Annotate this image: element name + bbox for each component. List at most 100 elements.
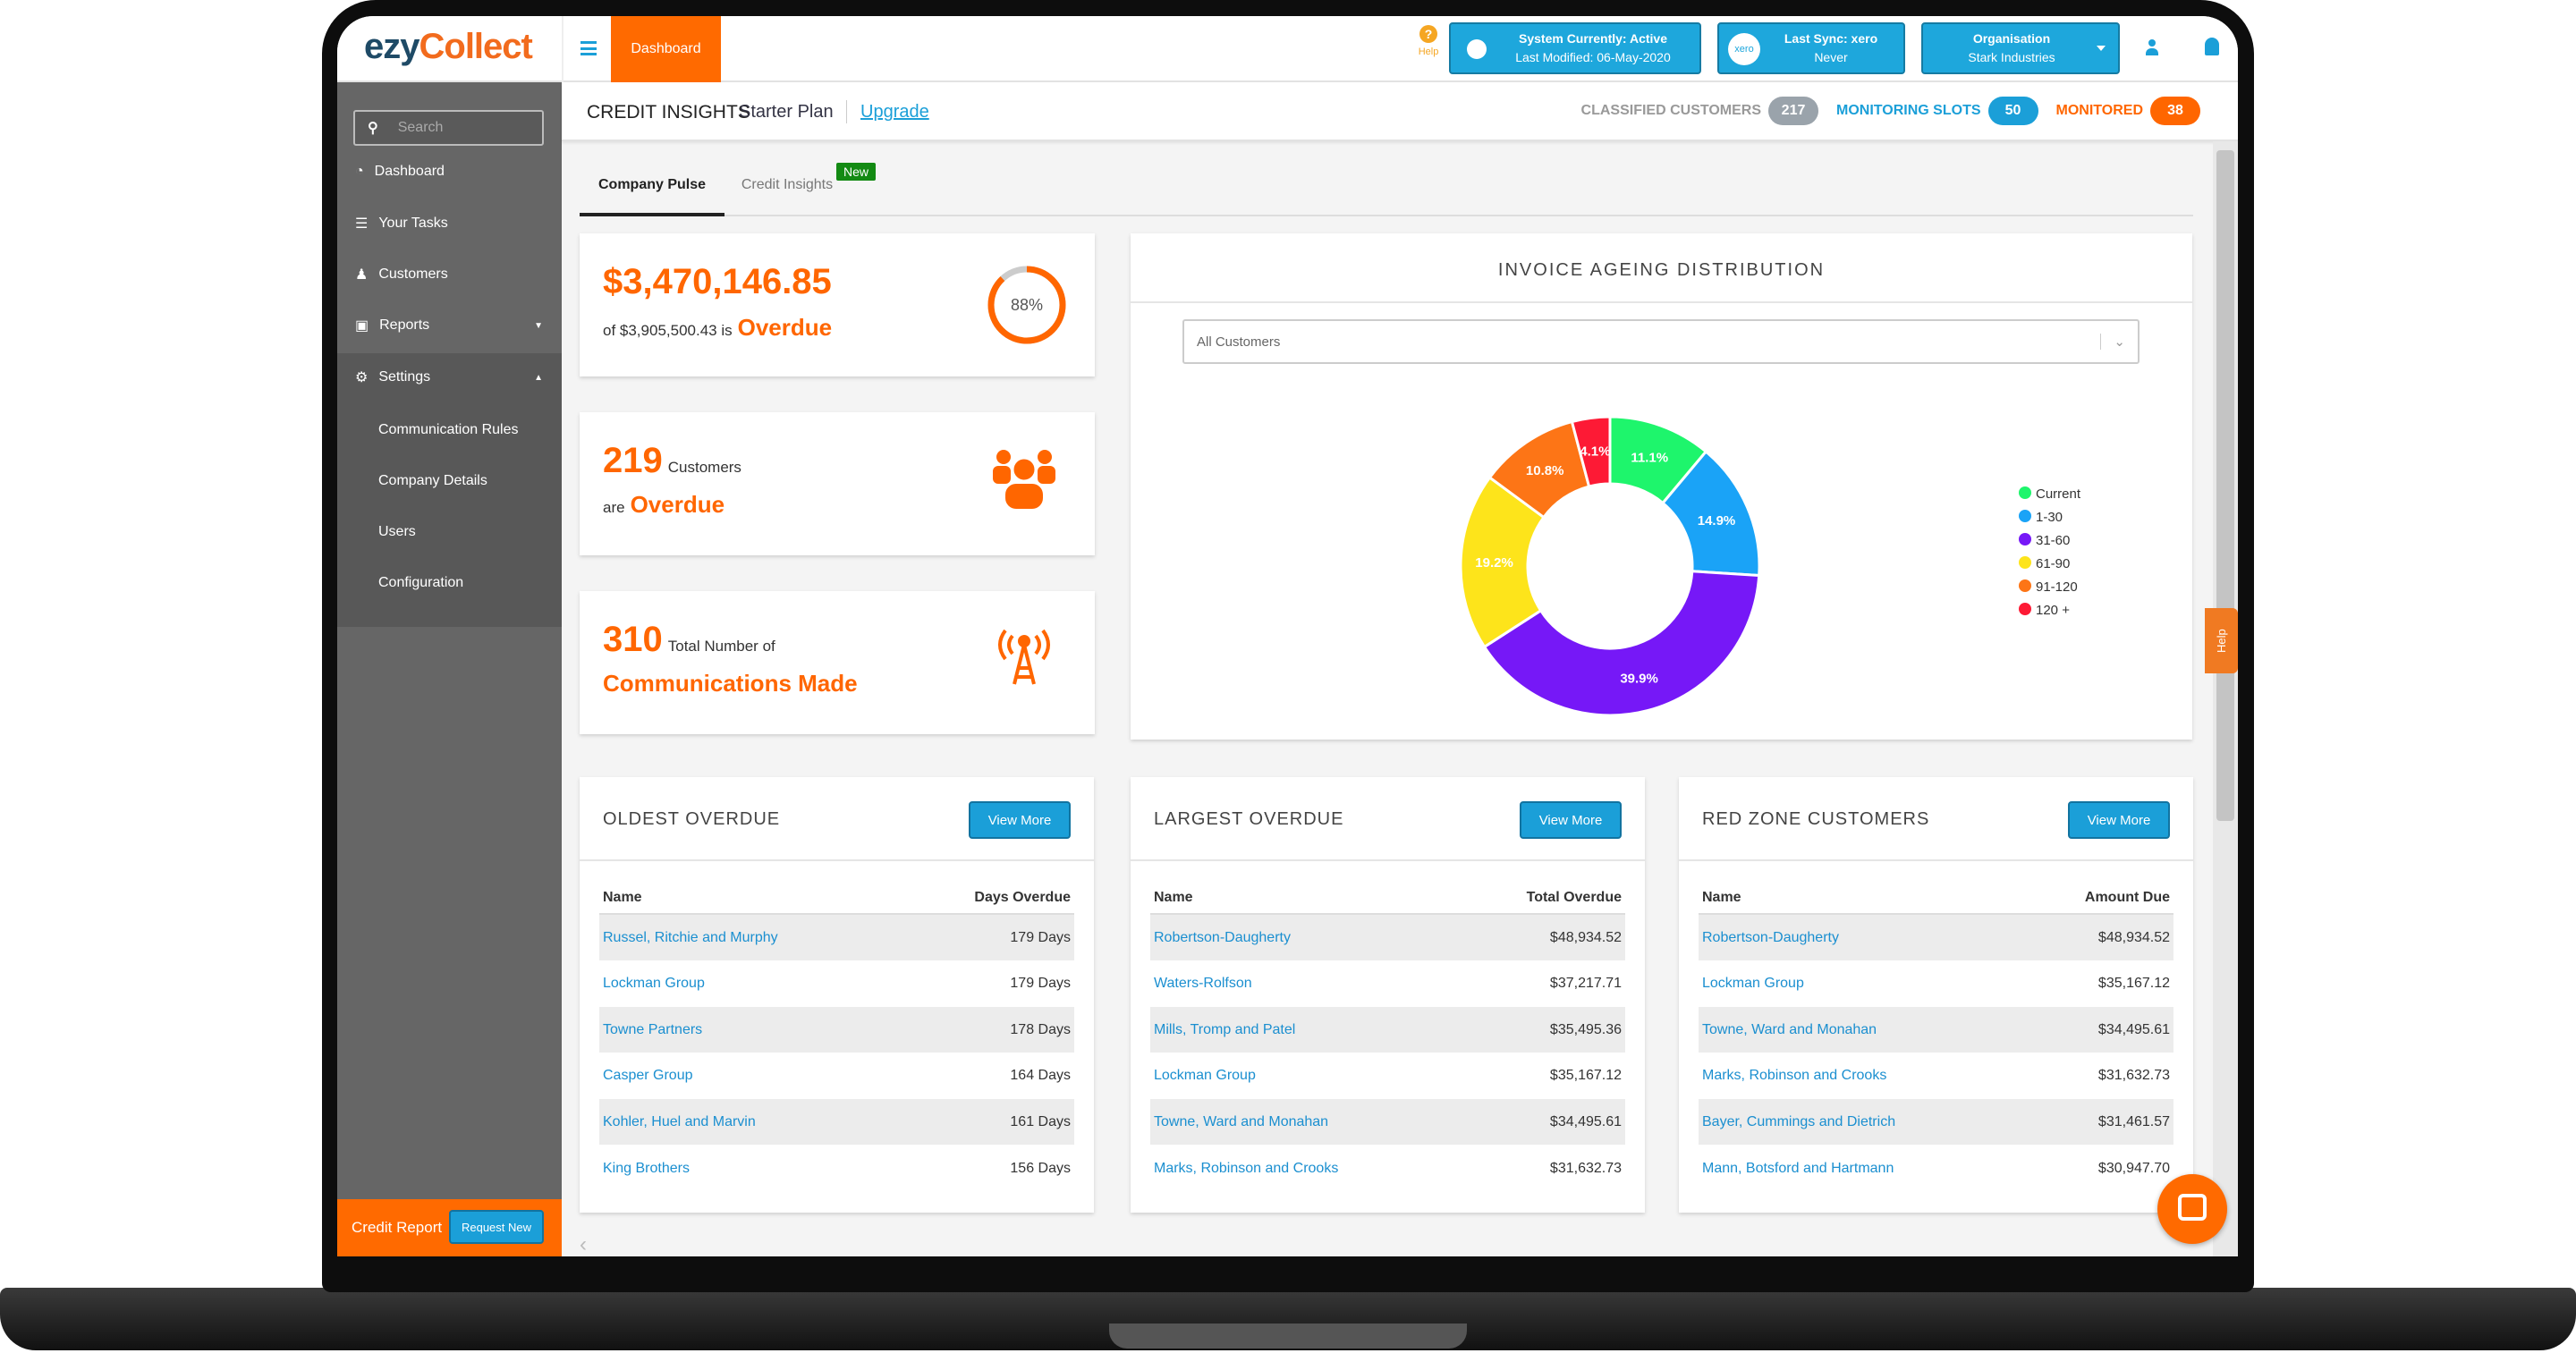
customer-link[interactable]: Kohler, Huel and Marvin bbox=[603, 1113, 756, 1129]
help-side-tab[interactable]: Help bbox=[2205, 608, 2238, 673]
row-value: $31,632.73 bbox=[2097, 1068, 2170, 1084]
monitored-label: MONITORED bbox=[2055, 103, 2143, 118]
bell-icon[interactable] bbox=[2205, 38, 2219, 55]
sidebar-subitem-company-details[interactable]: Company Details bbox=[378, 473, 487, 488]
sidebar-item-settings[interactable]: ⚙ Settings ▲ bbox=[355, 368, 543, 386]
tab-company-pulse[interactable]: Company Pulse bbox=[580, 177, 724, 216]
table-card-header: RED ZONE CUSTOMERS View More bbox=[1679, 777, 2193, 861]
sidebar-item-your-tasks[interactable]: ☰ Your Tasks bbox=[355, 215, 448, 233]
customer-link[interactable]: Waters-Rolfson bbox=[1154, 976, 1252, 992]
sidebar-subitem-users[interactable]: Users bbox=[378, 524, 416, 539]
system-status-button[interactable]: System Currently: Active Last Modified: … bbox=[1449, 22, 1701, 74]
caret-down-icon bbox=[2097, 46, 2106, 55]
legend-label[interactable]: 91-120 bbox=[2036, 579, 2078, 595]
table-card-header: OLDEST OVERDUE View More bbox=[580, 777, 1094, 861]
hamburger-icon[interactable] bbox=[580, 41, 597, 55]
view-more-button[interactable]: View More bbox=[2068, 801, 2170, 839]
customer-filter-select[interactable]: All Customers ⌄ bbox=[1182, 319, 2140, 364]
legend-swatch bbox=[2019, 603, 2031, 615]
sidebar-label: Customers bbox=[378, 266, 448, 282]
donut-slice-6190[interactable] bbox=[1459, 475, 1546, 649]
legend-label[interactable]: 120 + bbox=[2036, 603, 2070, 618]
table-row: Marks, Robinson and Crooks $31,632.73 bbox=[1699, 1053, 2174, 1099]
vertical-scrollbar[interactable] bbox=[2213, 141, 2238, 1256]
search-placeholder: Search bbox=[397, 120, 444, 135]
ageing-donut-chart: 11.1% Current 14.9% 1-30 39.9% 31-60 19.2% 61-9… bbox=[1459, 415, 2081, 717]
row-value: $35,167.12 bbox=[1549, 1068, 1622, 1084]
legend-label[interactable]: 1-30 bbox=[2036, 510, 2063, 525]
subscription-counters: CLASSIFIED CUSTOMERS 217 MONITORING SLOTS… bbox=[1581, 97, 2200, 125]
sidebar-subitem-configuration[interactable]: Configuration bbox=[378, 575, 464, 590]
customer-link[interactable]: Mann, Botsford and Hartmann bbox=[1702, 1160, 1894, 1176]
donut-data-label: 4.1% bbox=[1580, 444, 1610, 460]
last-sync-sub: Never bbox=[1814, 50, 1848, 64]
dashboard-icon: ◔ bbox=[355, 164, 364, 179]
row-value: $48,934.52 bbox=[1549, 929, 1622, 945]
monitoring-slots-badge: 50 bbox=[1987, 97, 2038, 125]
customer-link[interactable]: Bayer, Cummings and Dietrich bbox=[1702, 1113, 1896, 1129]
donut-data-label: 19.2% bbox=[1475, 555, 1513, 571]
book-icon: ▣ bbox=[355, 318, 369, 334]
customer-link[interactable]: Towne, Ward and Monahan bbox=[1702, 1021, 1877, 1037]
row-value: $35,495.36 bbox=[1549, 1021, 1622, 1037]
donut-slice-120[interactable] bbox=[1570, 415, 1612, 488]
tabs-underline bbox=[580, 215, 2193, 216]
customer-link[interactable]: Mills, Tromp and Patel bbox=[1154, 1021, 1296, 1037]
app-screen: ezyCollect Dashboard ? Help System Curre… bbox=[337, 16, 2238, 1256]
row-value: 179 Days bbox=[1010, 929, 1071, 945]
sidebar-label: Reports bbox=[379, 317, 430, 333]
view-more-button[interactable]: View More bbox=[1520, 801, 1622, 839]
search-input[interactable]: ⚲ Search bbox=[353, 110, 544, 146]
communications-made: Communications Made bbox=[603, 670, 858, 697]
ring-fill bbox=[987, 266, 1066, 344]
table-title: LARGEST OVERDUE bbox=[1154, 809, 1344, 829]
sidebar-item-reports[interactable]: ▣ Reports ▼ bbox=[355, 317, 543, 334]
sidebar-item-customers[interactable]: ♟ Customers bbox=[355, 266, 448, 283]
help-button[interactable]: ? Help bbox=[1415, 25, 1442, 57]
row-value: $34,495.61 bbox=[1549, 1113, 1622, 1129]
sidebar-item-dashboard[interactable]: ◔ Dashboard bbox=[355, 164, 445, 180]
customer-link[interactable]: Marks, Robinson and Crooks bbox=[1702, 1068, 1887, 1084]
legend-label[interactable]: 61-90 bbox=[2036, 556, 2070, 571]
sidebar-label: Settings bbox=[378, 369, 431, 385]
chat-launcher-button[interactable] bbox=[2157, 1174, 2227, 1244]
tab-credit-insights[interactable]: Credit Insights bbox=[741, 177, 834, 192]
customer-link[interactable]: Casper Group bbox=[603, 1068, 693, 1084]
divider bbox=[846, 100, 847, 123]
customer-link[interactable]: Towne, Ward and Monahan bbox=[1154, 1113, 1329, 1129]
view-more-button[interactable]: View More bbox=[969, 801, 1071, 839]
request-new-button[interactable]: Request New bbox=[449, 1210, 544, 1244]
upgrade-link[interactable]: Upgrade bbox=[860, 102, 929, 122]
row-value: 179 Days bbox=[1010, 976, 1071, 992]
status-dot-icon bbox=[1467, 39, 1487, 59]
user-icon[interactable] bbox=[2146, 39, 2158, 55]
customer-link[interactable]: King Brothers bbox=[603, 1160, 690, 1176]
customer-link[interactable]: Russel, Ritchie and Murphy bbox=[603, 929, 778, 945]
overdue-percent: 88% bbox=[1011, 296, 1043, 314]
sidebar-subitem-communication-rules[interactable]: Communication Rules bbox=[378, 422, 519, 437]
customer-link[interactable]: Lockman Group bbox=[603, 976, 705, 992]
scrollbar-thumb[interactable] bbox=[2216, 150, 2234, 821]
customer-link[interactable]: Towne Partners bbox=[603, 1021, 703, 1037]
legend-label[interactable]: 31-60 bbox=[2036, 533, 2070, 548]
organisation-dropdown[interactable]: Organisation Stark Industries bbox=[1921, 22, 2120, 74]
new-badge: New bbox=[836, 163, 877, 181]
customer-link[interactable]: Robertson-Daugherty bbox=[1702, 929, 1839, 945]
customer-link[interactable]: Lockman Group bbox=[1154, 1068, 1256, 1084]
row-value: $48,934.52 bbox=[2097, 929, 2170, 945]
breadcrumb-dashboard[interactable]: Dashboard bbox=[611, 16, 721, 82]
overdue-customers-card: 219 Customers are Overdue bbox=[580, 412, 1095, 555]
table-row: Lockman Group 179 Days bbox=[599, 961, 1074, 1007]
legend-swatch bbox=[2019, 556, 2031, 569]
row-value: $37,217.71 bbox=[1549, 976, 1622, 992]
customer-link[interactable]: Robertson-Daugherty bbox=[1154, 929, 1291, 945]
last-sync-button[interactable]: xero Last Sync: xero Never bbox=[1717, 22, 1905, 74]
donut-slice-3160[interactable] bbox=[1482, 570, 1761, 717]
customer-link[interactable]: Marks, Robinson and Crooks bbox=[1154, 1160, 1339, 1176]
logo[interactable]: ezyCollect bbox=[364, 27, 533, 67]
legend-label[interactable]: Current bbox=[2036, 486, 2081, 502]
customer-link[interactable]: Lockman Group bbox=[1702, 976, 1804, 992]
column-header-name: Name bbox=[603, 890, 642, 905]
scroll-left-icon[interactable]: ‹ bbox=[580, 1232, 587, 1256]
table-row: Lockman Group $35,167.12 bbox=[1699, 961, 2174, 1007]
